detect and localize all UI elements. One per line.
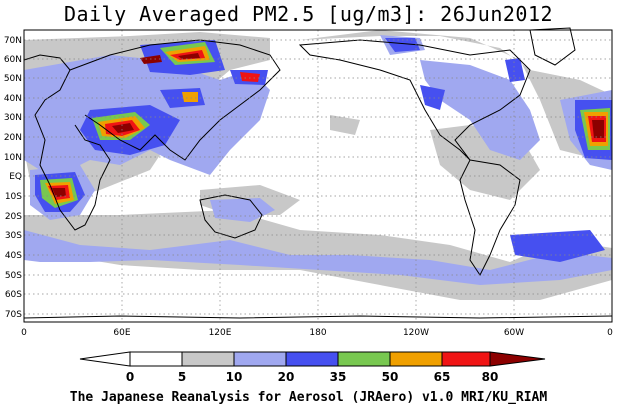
lat-label: 50N	[4, 74, 22, 84]
footer-credit: The Japanese Reanalysis for Aerosol (JRA…	[69, 390, 548, 405]
colorbar-cell-50	[337, 351, 391, 367]
colorbar: 0 5 10 20 35 50 65 80	[79, 351, 546, 384]
colorbar-cell-65	[389, 351, 443, 367]
colorbar-right-arrow	[489, 351, 546, 367]
lat-label: 20N	[4, 133, 22, 143]
colorbar-cell-35	[285, 351, 339, 367]
lat-label: 40N	[4, 94, 22, 104]
lat-label: 70N	[4, 36, 22, 46]
colorbar-cell-80	[441, 351, 491, 367]
grid-lines	[24, 30, 612, 322]
lat-label: 10N	[4, 153, 22, 163]
map-frame	[23, 29, 613, 323]
lon-label: 0	[21, 328, 27, 338]
colorbar-label: 80	[482, 370, 499, 384]
lon-labels: 0 60E 120E 180 120W 60W 0	[21, 328, 613, 338]
colorbar-label: 5	[178, 370, 186, 384]
coastlines	[23, 27, 613, 319]
lon-label: 120W	[403, 328, 429, 338]
colorbar-cell-20	[233, 351, 287, 367]
colorbar-left-arrow	[79, 351, 131, 367]
colorbar-label: 0	[126, 370, 134, 384]
colorbar-label: 65	[434, 370, 451, 384]
lat-label: EQ	[9, 172, 22, 182]
lat-label: 20S	[5, 212, 22, 222]
map-title: Daily Averaged PM2.5 [ug/m3]: 26Jun2012	[63, 2, 554, 26]
lon-label: 60W	[504, 328, 524, 338]
lat-label: 70S	[5, 310, 22, 320]
colorbar-label: 50	[382, 370, 399, 384]
lat-label: 60N	[4, 55, 22, 65]
lat-label: 50S	[5, 271, 22, 281]
colorbar-label: 10	[226, 370, 243, 384]
colorbar-label: 20	[278, 370, 295, 384]
lat-label: 40S	[5, 251, 22, 261]
lat-label: 30S	[5, 231, 22, 241]
lat-label: 60S	[5, 290, 22, 300]
lon-label: 120E	[209, 328, 232, 338]
lon-label: 0	[607, 328, 613, 338]
colorbar-label: 35	[330, 370, 347, 384]
colorbar-cell-10	[181, 351, 235, 367]
lat-labels: 70N 60N 50N 40N 30N 20N 10N EQ 10S 20S 3…	[4, 36, 22, 320]
colorbar-cell-5	[129, 351, 183, 367]
lon-label: 180	[309, 328, 326, 338]
lat-label: 10S	[5, 192, 22, 202]
lon-label: 60E	[113, 328, 130, 338]
lat-label: 30N	[4, 113, 22, 123]
